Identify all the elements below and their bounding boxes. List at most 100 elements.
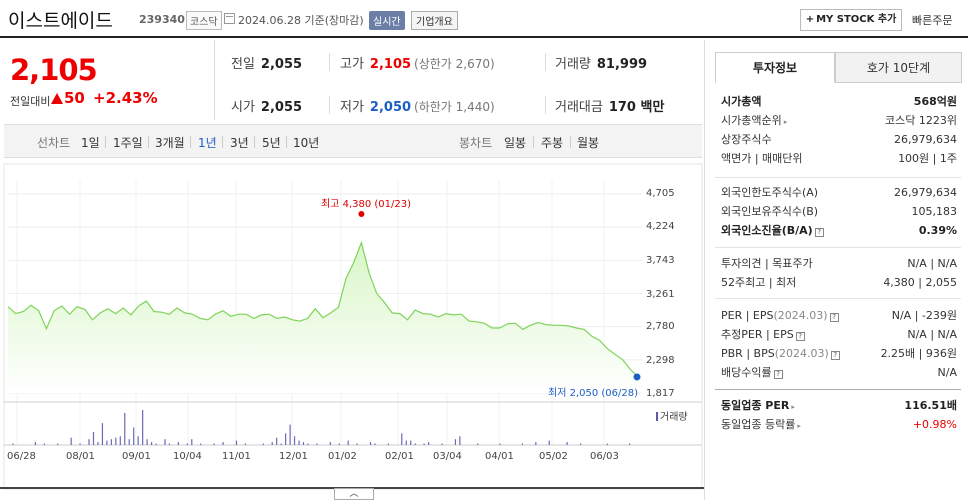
divider — [545, 96, 546, 114]
company-overview-button[interactable]: 기업개요 — [411, 11, 458, 30]
divider — [148, 136, 149, 148]
tab-orderbook[interactable]: 호가 10단계 — [835, 52, 962, 83]
volume-bar — [146, 439, 148, 445]
stat-value: 81,999 — [596, 57, 648, 72]
tab-invest-info[interactable]: 투자정보 — [715, 52, 835, 83]
row-label: 외국인한도주식수(A) — [721, 186, 819, 199]
candle-daily[interactable]: 일봉 — [504, 136, 527, 150]
volume-bar — [186, 443, 188, 445]
my-stock-add-button[interactable]: + MY STOCK 추가 — [800, 9, 902, 31]
y-tick-label: 3,743 — [646, 255, 675, 266]
price-stats: 전일 2,055 고가 2,105 (상한가 2,670) 거래량 81,999 시가 2… — [216, 40, 702, 124]
volume-bar — [191, 439, 193, 445]
y-tick-label: 4,705 — [646, 188, 675, 199]
row-value: N/A | -239원 — [891, 309, 957, 322]
divider — [545, 53, 546, 71]
volume-bar — [369, 442, 372, 445]
stat-value: 2,050 — [369, 100, 412, 115]
row-value: 0.39% — [918, 224, 957, 237]
period-3y[interactable]: 3년 — [230, 136, 249, 150]
volume-bar — [88, 439, 90, 445]
row-52week: 52주최고 | 최저 4,380 | 2,055 — [721, 274, 957, 292]
row-label: 동일업종 PER — [721, 399, 790, 412]
row-label: PBR | BPS — [721, 347, 775, 360]
x-tick-label: 03/04 — [433, 451, 462, 462]
help-icon[interactable]: ? — [829, 313, 839, 322]
row-label: 외국인보유주식수(B) — [721, 205, 819, 218]
help-icon[interactable]: ? — [830, 351, 840, 360]
volume-bar — [289, 424, 291, 445]
row-industry-per[interactable]: 동일업종 PER ▸ 116.51배 — [721, 397, 957, 415]
row-value: 2.25배 | 936원 — [880, 347, 957, 360]
volume-bar — [606, 443, 608, 445]
divider — [715, 177, 961, 178]
volume-bar — [535, 442, 537, 445]
period-1d[interactable]: 1일 — [81, 136, 100, 150]
volume-bar — [387, 443, 389, 445]
row-foreign-limit: 외국인한도주식수(A) 26,979,634 — [721, 184, 957, 202]
period-1y[interactable]: 1년 — [198, 136, 217, 150]
volume-bar — [119, 436, 121, 445]
row-foreign-hold: 외국인보유주식수(B) 105,183 — [721, 203, 957, 221]
help-icon[interactable]: ? — [773, 370, 783, 379]
quick-order-button[interactable]: 빠른주문 — [912, 14, 953, 27]
row-value: 26,979,634 — [894, 186, 957, 199]
volume-bar — [155, 443, 157, 445]
volume-bar — [213, 443, 215, 445]
divider — [329, 53, 330, 71]
row-label: 추정PER | EPS — [721, 328, 794, 341]
x-tick-label: 01/02 — [328, 451, 357, 462]
stock-header: 이스트에이드 239340 코스닥 2024.06.28 기준(장마감) 실시간… — [0, 0, 968, 38]
volume-bar — [423, 443, 425, 445]
y-tick-label: 2,298 — [646, 355, 675, 366]
my-stock-label: MY STOCK 추가 — [816, 14, 897, 25]
x-tick-label: 02/01 — [385, 451, 414, 462]
volume-bar — [101, 423, 104, 445]
divider — [190, 136, 191, 148]
x-tick-label: 08/01 — [66, 451, 95, 462]
help-icon[interactable]: ? — [814, 228, 824, 237]
help-icon[interactable]: ? — [795, 332, 805, 341]
volume-bar — [356, 443, 358, 445]
row-market-cap-rank[interactable]: 시가총액순위 ▸ 코스닥 1223위 — [721, 112, 957, 130]
volume-bar — [329, 442, 331, 445]
period-5y[interactable]: 5년 — [262, 136, 281, 150]
volume-bar — [57, 443, 59, 445]
candle-chart-label: 봉차트 — [459, 136, 493, 150]
volume-label-text: 거래량 — [660, 412, 688, 423]
stat-label: 시가 — [231, 100, 255, 115]
period-10y[interactable]: 10년 — [293, 136, 320, 150]
candle-weekly[interactable]: 주봉 — [541, 136, 564, 150]
arrow-right-icon: ▸ — [797, 422, 801, 430]
stat-value: 2,055 — [260, 57, 303, 72]
volume-bar — [142, 410, 144, 445]
realtime-button[interactable]: 실시간 — [369, 11, 405, 30]
row-pbr: PBR | BPS(2024.03)? 2.25배 | 936원 — [721, 345, 957, 363]
stat-label: 전일 — [231, 57, 255, 72]
volume-bar — [374, 443, 376, 445]
expand-chart-button[interactable]: ︿ — [334, 488, 374, 500]
volume-bar — [307, 443, 309, 445]
row-value: 568억원 — [913, 95, 957, 108]
volume-bar — [271, 442, 273, 445]
volume-bar — [459, 436, 461, 445]
period-3m[interactable]: 3개월 — [155, 136, 185, 150]
period-1w[interactable]: 1주일 — [113, 136, 143, 150]
row-industry-rate[interactable]: 동일업종 등락률 ▸ +0.98% — [721, 416, 957, 434]
price-chart[interactable]: 4,705 4,224 3,743 3,261 2,780 2,298 1,81… — [0, 160, 704, 500]
volume-bar — [401, 433, 403, 445]
divider — [570, 136, 571, 148]
volume-bar — [521, 443, 524, 445]
volume-bar — [244, 443, 247, 445]
volume-bar — [92, 431, 95, 445]
volume-bar — [262, 443, 264, 445]
divider — [715, 247, 961, 248]
chart-period-bar: 선차트 1일 1주일 3개월 1년 3년 5년 10년 봉차트 일봉 주봉 월봉 — [4, 124, 702, 158]
candle-monthly[interactable]: 월봉 — [577, 136, 600, 150]
divider — [329, 96, 330, 114]
volume-bar — [34, 442, 37, 445]
stock-name: 이스트에이드 — [8, 10, 113, 32]
x-tick-label: 11/01 — [222, 451, 251, 462]
divider — [286, 136, 287, 148]
x-tick-label: 05/02 — [539, 451, 568, 462]
